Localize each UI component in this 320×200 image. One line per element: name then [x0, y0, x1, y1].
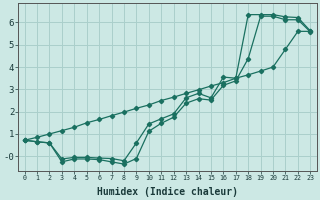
- X-axis label: Humidex (Indice chaleur): Humidex (Indice chaleur): [97, 186, 238, 197]
